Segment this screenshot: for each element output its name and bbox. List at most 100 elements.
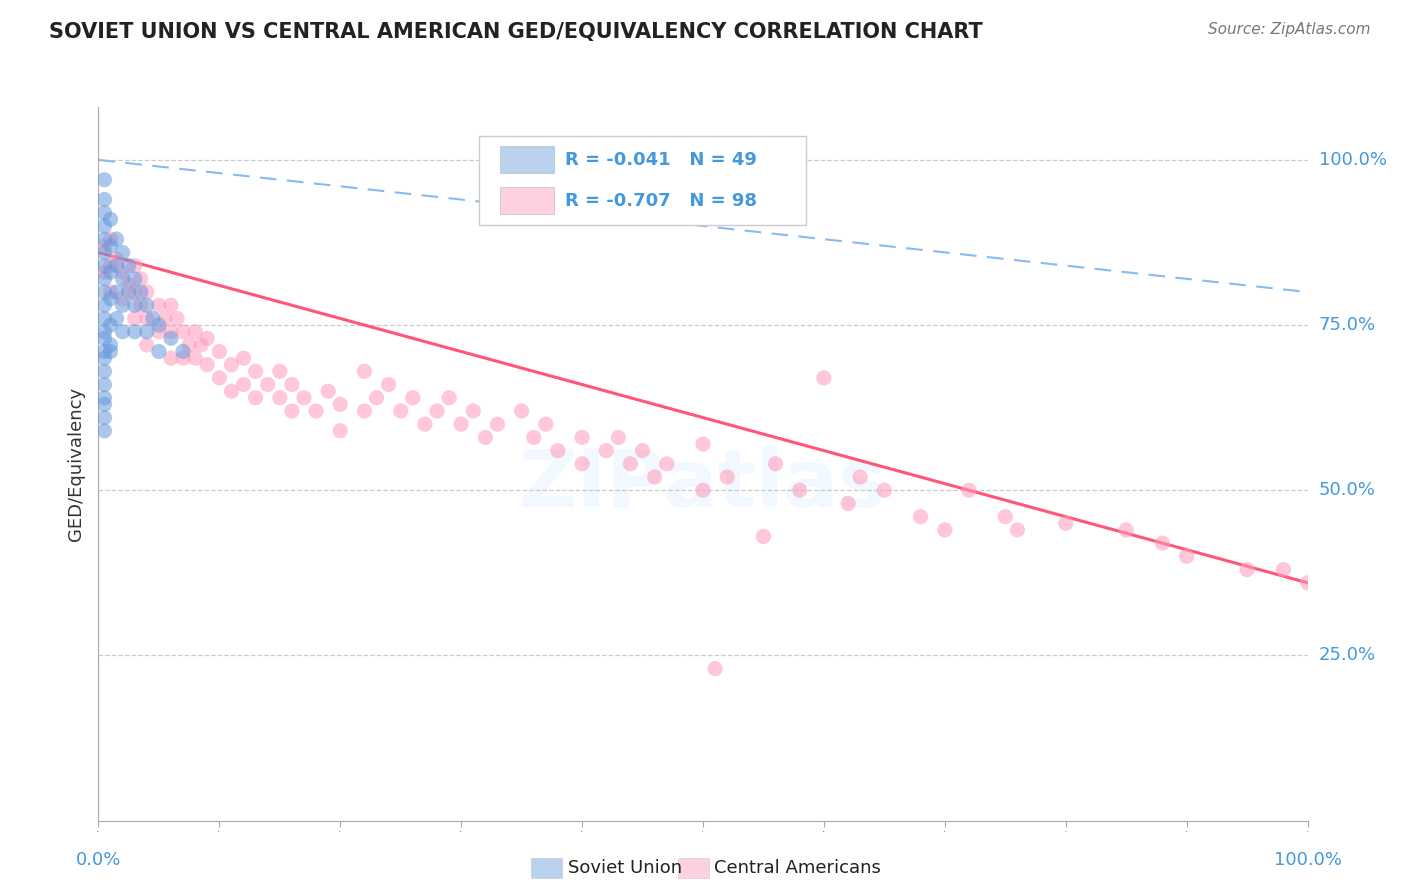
Point: [172, 344, 194, 359]
Point: [1296, 575, 1319, 590]
Point: [486, 417, 509, 432]
Point: [1115, 523, 1137, 537]
Point: [105, 252, 128, 266]
Point: [463, 404, 485, 418]
Point: [934, 523, 956, 537]
Point: [1054, 516, 1077, 531]
Point: [534, 417, 557, 432]
Point: [172, 325, 194, 339]
Text: Source: ZipAtlas.com: Source: ZipAtlas.com: [1208, 22, 1371, 37]
Point: [118, 285, 141, 299]
Text: R = -0.707   N = 98: R = -0.707 N = 98: [565, 192, 758, 210]
Point: [111, 272, 134, 286]
Point: [547, 443, 569, 458]
Text: 75.0%: 75.0%: [1319, 316, 1376, 334]
Point: [292, 391, 315, 405]
Point: [994, 509, 1017, 524]
Point: [329, 397, 352, 411]
Point: [100, 285, 122, 299]
Point: [474, 430, 496, 444]
Point: [1236, 563, 1258, 577]
Point: [957, 483, 980, 498]
Point: [100, 239, 122, 253]
Point: [111, 292, 134, 306]
Point: [619, 457, 641, 471]
Point: [1272, 563, 1295, 577]
Point: [184, 351, 207, 365]
Point: [160, 351, 183, 365]
Point: [631, 443, 654, 458]
Point: [245, 391, 267, 405]
Point: [111, 325, 134, 339]
Point: [353, 404, 375, 418]
Point: [269, 391, 291, 405]
Point: [353, 364, 375, 378]
Point: [135, 325, 157, 339]
Point: [160, 331, 183, 345]
Text: 25.0%: 25.0%: [1319, 647, 1376, 665]
Point: [93, 245, 115, 260]
Text: Soviet Union: Soviet Union: [568, 859, 682, 877]
Point: [129, 272, 152, 286]
Point: [571, 457, 593, 471]
Point: [523, 430, 546, 444]
FancyBboxPatch shape: [501, 187, 554, 214]
Point: [105, 285, 128, 299]
Point: [135, 285, 157, 299]
Point: [105, 259, 128, 273]
Point: [105, 311, 128, 326]
Point: [607, 430, 630, 444]
Point: [510, 404, 533, 418]
Point: [93, 239, 115, 253]
Point: [232, 377, 254, 392]
Point: [135, 311, 157, 326]
Point: [93, 259, 115, 273]
Point: [1152, 536, 1174, 550]
Point: [160, 298, 183, 312]
Text: 50.0%: 50.0%: [1319, 482, 1375, 500]
Text: R = -0.041   N = 49: R = -0.041 N = 49: [565, 151, 756, 169]
Point: [124, 285, 146, 299]
Point: [148, 344, 170, 359]
Point: [93, 410, 115, 425]
Point: [402, 391, 425, 405]
Point: [100, 232, 122, 246]
Point: [93, 377, 115, 392]
Point: [100, 338, 122, 352]
Point: [93, 311, 115, 326]
Point: [426, 404, 449, 418]
Point: [153, 311, 176, 326]
Point: [813, 371, 835, 385]
Point: [93, 298, 115, 312]
Text: ZIPatlas: ZIPatlas: [519, 446, 887, 524]
Text: 100.0%: 100.0%: [1319, 151, 1386, 169]
Point: [100, 212, 122, 227]
Point: [160, 325, 183, 339]
Point: [93, 325, 115, 339]
Point: [849, 470, 872, 484]
Text: 0.0%: 0.0%: [76, 851, 121, 869]
Point: [93, 331, 115, 345]
Point: [135, 338, 157, 352]
Point: [873, 483, 896, 498]
Point: [100, 259, 122, 273]
Point: [389, 404, 412, 418]
Point: [93, 391, 115, 405]
Point: [93, 265, 115, 279]
Point: [437, 391, 460, 405]
Point: [93, 351, 115, 365]
Point: [129, 298, 152, 312]
Point: [124, 325, 146, 339]
Point: [184, 325, 207, 339]
Point: [232, 351, 254, 365]
Point: [752, 529, 775, 543]
Point: [105, 232, 128, 246]
Point: [135, 298, 157, 312]
Text: 100.0%: 100.0%: [1274, 851, 1341, 869]
Point: [413, 417, 436, 432]
Point: [129, 285, 152, 299]
Point: [195, 331, 218, 345]
Point: [571, 430, 593, 444]
Point: [100, 344, 122, 359]
Point: [655, 457, 678, 471]
